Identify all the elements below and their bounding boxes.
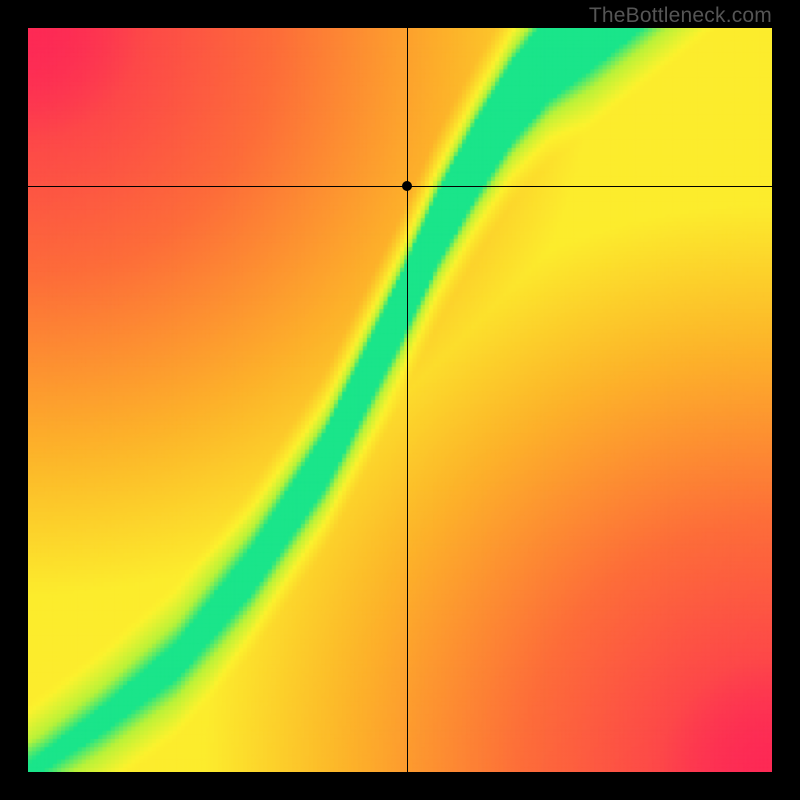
crosshair-marker	[402, 181, 412, 191]
watermark-text: TheBottleneck.com	[589, 4, 772, 28]
crosshair-vertical	[407, 28, 408, 772]
heatmap-plot	[28, 28, 772, 772]
heatmap-canvas	[28, 28, 772, 772]
crosshair-horizontal	[28, 186, 772, 187]
